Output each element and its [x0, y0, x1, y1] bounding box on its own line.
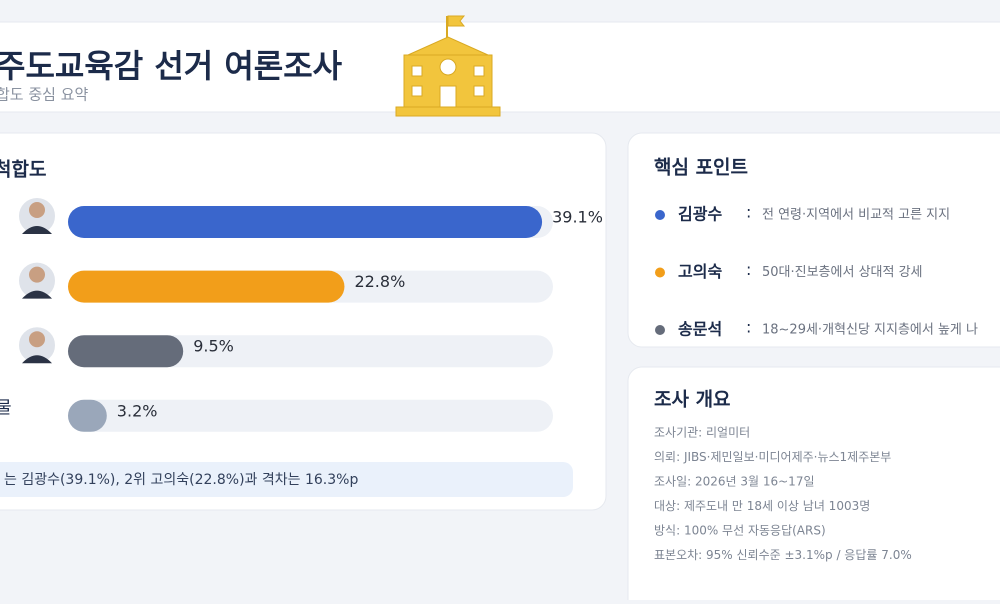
- avatar-body: [22, 226, 52, 234]
- title: 주도교육감 선거 여론조사: [0, 47, 343, 85]
- overview-line: 대상: 제주도내 만 18세 이상 남녀 1003명: [654, 499, 870, 513]
- value-label: 9.5%: [193, 337, 234, 356]
- bullet: [655, 210, 665, 220]
- key-text: 18~29세·개혁신당 지지층에서 높게 나: [762, 323, 978, 338]
- subtitle: 합도 중심 요약: [0, 86, 89, 104]
- key-title: 핵심 포인트: [654, 157, 748, 179]
- bullet: [655, 267, 665, 278]
- key-name: 송문석: [678, 320, 722, 339]
- key-card: [627, 132, 1000, 348]
- chart-card: [0, 132, 607, 511]
- key-sep: :: [746, 318, 751, 337]
- key-text: 전 연령·지역에서 비교적 고른 지지: [762, 208, 950, 223]
- bar-track: [68, 399, 553, 432]
- chart-title: 척합도: [0, 159, 46, 181]
- bar: [68, 335, 184, 368]
- avatar-head: [29, 331, 45, 348]
- value-label: 3.2%: [117, 401, 158, 420]
- bar-track: [68, 335, 553, 368]
- key-sep: :: [746, 203, 751, 222]
- note: 는 김광수(39.1%), 2위 고의숙(22.8%)과 격차는 16.3%p: [4, 472, 358, 488]
- bar: [68, 399, 107, 432]
- school-icon: [395, 15, 501, 117]
- overview-title: 조사 개요: [654, 389, 731, 411]
- avatar-head: [29, 266, 45, 283]
- overview-line: 의뢰: JIBS·제민일보·미디어제주·뉴스1제주본부: [654, 450, 891, 464]
- avatar-head: [29, 202, 45, 218]
- overview-line: 표본오차: 95% 신뢰수준 ±3.1%p / 응답률 7.0%: [654, 548, 912, 562]
- value-label: 39.1%: [552, 208, 603, 227]
- overview-card: [627, 366, 1000, 604]
- bar: [68, 270, 345, 303]
- avatar-body: [22, 355, 52, 364]
- bullet: [655, 325, 665, 335]
- key-sep: :: [746, 260, 751, 279]
- key-name: 김광수: [678, 205, 722, 224]
- bar: [68, 206, 543, 238]
- note-box: [0, 462, 573, 497]
- key-name: 고의숙: [678, 262, 722, 281]
- category-label: 물: [0, 398, 12, 418]
- overview-line: 방식: 100% 무선 자동응답(ARS): [654, 524, 826, 538]
- overview-line: 조사기관: 리얼미터: [654, 426, 750, 440]
- key-text: 50대·진보층에서 상대적 강세: [762, 265, 923, 280]
- overview-line: 조사일: 2026년 3월 16~17일: [654, 475, 815, 489]
- value-label: 22.8%: [354, 272, 405, 291]
- avatar-body: [22, 290, 52, 299]
